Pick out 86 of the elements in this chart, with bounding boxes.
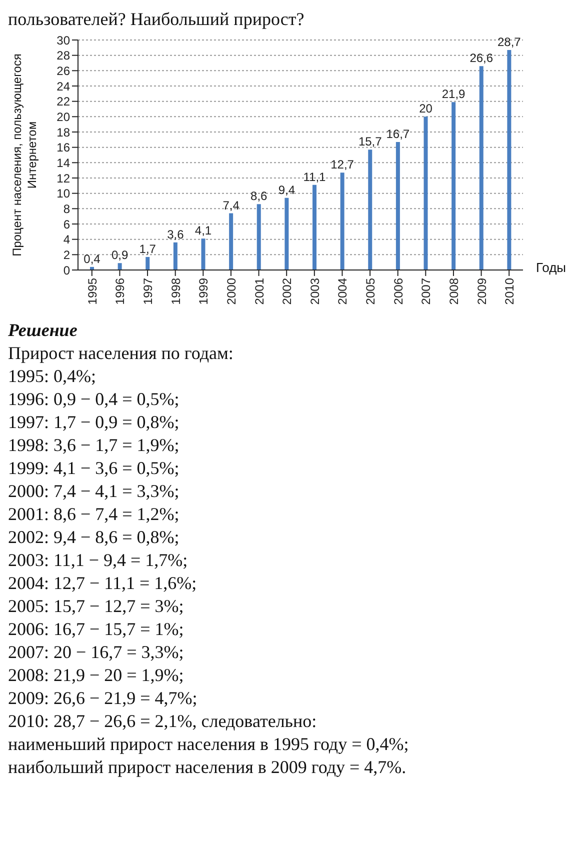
text: Прирост населения по годам: xyxy=(8,342,234,365)
data-label: 0,4 xyxy=(84,252,101,266)
x-tick-label: 2002 xyxy=(280,278,294,305)
x-tick-label: 2005 xyxy=(364,278,378,305)
text: 2000: 7,4 − 4,1 = 3,3%; xyxy=(8,480,180,503)
x-tick-label: 2008 xyxy=(446,278,461,305)
x-tick-label: 2007 xyxy=(419,278,434,305)
text: 1996: 0,9 − 0,4 = 0,5%; xyxy=(8,388,180,411)
data-label: 12,7 xyxy=(330,158,354,172)
y-tick-label: 14 xyxy=(56,156,70,170)
data-label: 21,9 xyxy=(442,87,466,102)
y-tick-label: 12 xyxy=(56,171,70,186)
y-tick-label: 26 xyxy=(56,64,70,78)
data-label: 26,6 xyxy=(470,51,494,66)
data-label: 28,7 xyxy=(498,34,522,49)
bar xyxy=(396,142,400,270)
text: 2004: 12,7 − 11,1 = 1,6%; xyxy=(8,572,198,595)
y-tick-label: 0 xyxy=(63,263,70,278)
y-tick-label: 24 xyxy=(56,79,70,94)
x-tick-label: 2006 xyxy=(391,278,406,305)
x-tick-label: 2009 xyxy=(474,278,489,305)
bar xyxy=(118,263,122,270)
text: наименьший прирост населения в 1995 году = 0,4%; xyxy=(8,733,410,756)
y-tick-label: 20 xyxy=(56,110,70,124)
data-label: 0,9 xyxy=(111,248,128,262)
bar xyxy=(479,66,484,270)
text: 2003: 11,1 − 9,4 = 1,7%; xyxy=(8,549,189,572)
text: 2005: 15,7 − 12,7 = 3%; xyxy=(8,595,185,618)
y-tick-label: 6 xyxy=(63,217,70,232)
bar xyxy=(256,204,261,270)
y-tick-label: 4 xyxy=(63,232,70,247)
x-tick-label: 1997 xyxy=(141,278,156,305)
x-tick-label: 2010 xyxy=(502,278,517,305)
text: 1997: 1,7 − 0,9 = 0,8%; xyxy=(8,411,180,434)
bar xyxy=(284,198,289,270)
bar xyxy=(452,102,456,270)
x-tick-label: 2003 xyxy=(308,278,322,305)
text: 1998: 3,6 − 1,7 = 1,9%; xyxy=(8,434,180,457)
text: 2008: 21,9 − 20 = 1,9%; xyxy=(8,664,185,687)
x-tick-label: 1999 xyxy=(196,278,211,305)
bar xyxy=(424,116,428,270)
y-tick-label: 18 xyxy=(56,125,70,140)
x-tick-label: 1995 xyxy=(85,278,100,305)
x-axis-title: Годы xyxy=(536,260,566,275)
bar xyxy=(201,238,206,270)
bar xyxy=(229,213,234,270)
data-label: 1,7 xyxy=(139,242,156,256)
bar xyxy=(146,256,150,270)
x-tick-label: 2001 xyxy=(252,278,266,305)
x-tick-label: 2000 xyxy=(224,278,238,305)
text: 1995: 0,4%; xyxy=(8,365,97,388)
data-label: 11,1 xyxy=(303,170,326,184)
text: наибольший прирост населения в 2009 году = 4,7%. xyxy=(8,756,408,779)
data-label: 20 xyxy=(419,102,433,116)
data-label: 8,6 xyxy=(250,189,268,204)
chart-title: пользователей? Наибольший прирост? xyxy=(8,8,306,30)
y-tick-label: 16 xyxy=(56,140,70,155)
bar xyxy=(173,242,178,270)
bar xyxy=(340,172,344,270)
text: Решение xyxy=(8,319,78,342)
text: 2009: 26,6 − 21,9 = 4,7%; xyxy=(8,687,198,710)
y-tick-label: 8 xyxy=(63,202,70,216)
text: 2006: 16,7 − 15,7 = 1%; xyxy=(8,618,185,641)
text: 2007: 20 − 16,7 = 3,3%; xyxy=(8,641,185,664)
data-label: 16,7 xyxy=(386,126,410,141)
x-tick-label: 1996 xyxy=(113,278,128,305)
text: 2010: 28,7 − 26,6 = 2,1%, следовательно: xyxy=(8,710,318,733)
data-label: 3,6 xyxy=(167,227,184,242)
y-tick-label: 2 xyxy=(63,248,70,262)
y-tick-label: 30 xyxy=(56,33,70,48)
text: 2001: 8,6 − 7,4 = 1,2%; xyxy=(8,503,180,526)
bar xyxy=(507,50,512,270)
data-label: 9,4 xyxy=(278,182,296,197)
y-axis-title: Процент населения, пользующегося Интернетом xyxy=(10,52,40,258)
bar xyxy=(368,150,372,270)
data-label: 4,1 xyxy=(194,224,212,238)
data-label: 7,4 xyxy=(222,198,240,212)
bar xyxy=(312,184,316,270)
y-tick-label: 22 xyxy=(56,94,70,109)
x-tick-label: 2004 xyxy=(336,278,350,305)
x-tick-label: 1998 xyxy=(168,278,183,305)
y-tick-label: 28 xyxy=(56,48,70,63)
data-label: 15,7 xyxy=(358,134,382,149)
y-tick-label: 10 xyxy=(56,186,70,201)
text: 1999: 4,1 − 3,6 = 0,5%; xyxy=(8,457,180,480)
text: 2002: 9,4 − 8,6 = 0,8%; xyxy=(8,526,180,549)
